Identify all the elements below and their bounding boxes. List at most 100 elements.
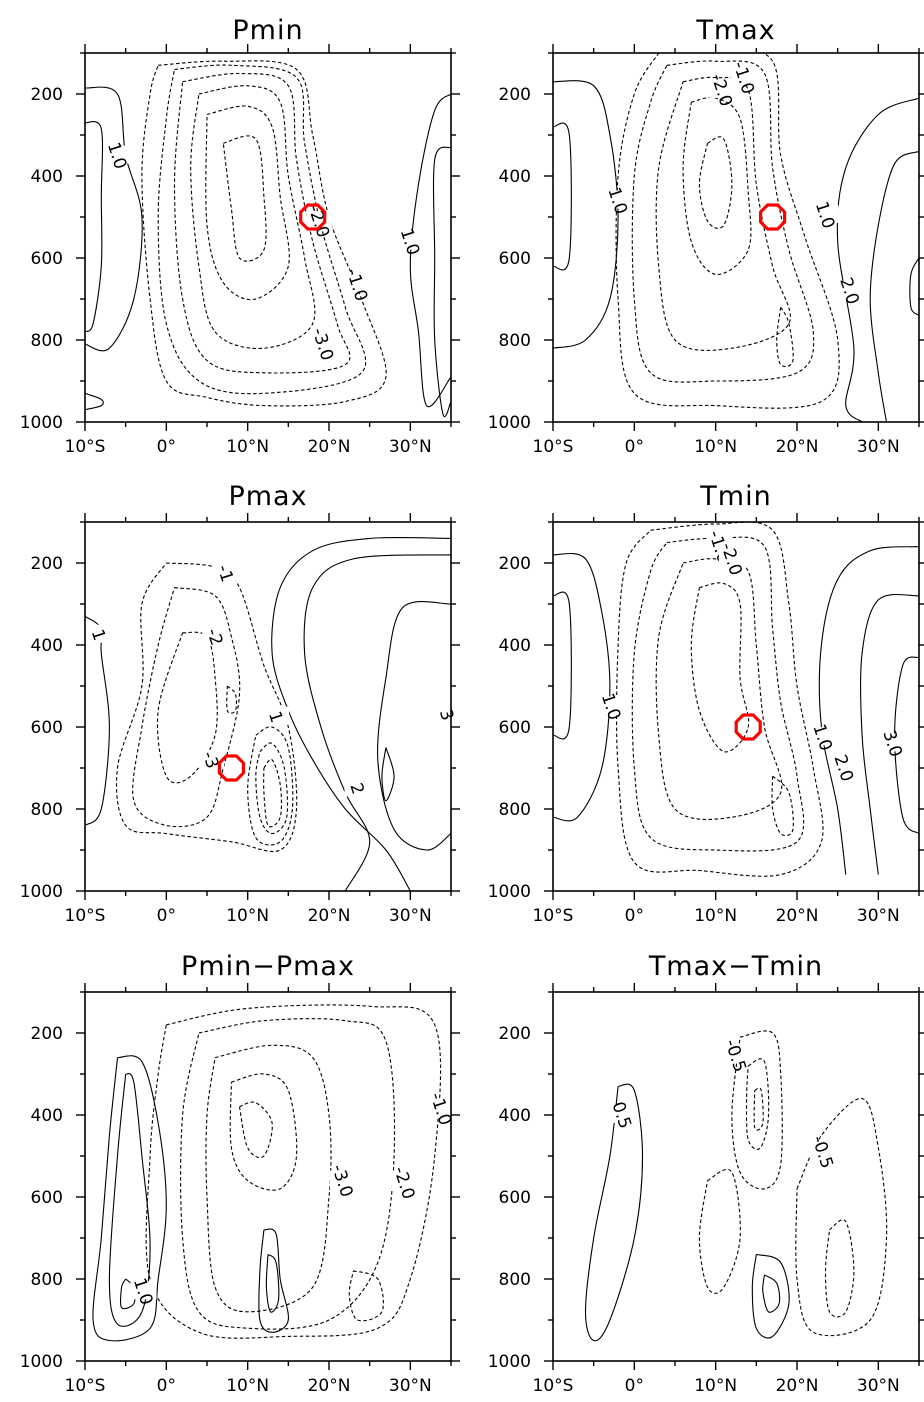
contour-label: 2.0 bbox=[835, 275, 862, 307]
contour-line-positive bbox=[381, 747, 395, 802]
panel-title: Pmax bbox=[228, 481, 307, 512]
y-tick-label: 1000 bbox=[20, 413, 63, 433]
contour-line-negative bbox=[263, 758, 283, 828]
panel-title: Tmax−Tmin bbox=[648, 951, 823, 982]
contour-line-negative bbox=[631, 536, 805, 852]
contour-line-negative bbox=[229, 1073, 298, 1191]
contour-line-positive bbox=[108, 1072, 151, 1327]
panel-title: Pmin−Pmax bbox=[181, 951, 355, 982]
location-marker bbox=[299, 203, 327, 231]
contour-line-positive bbox=[818, 546, 919, 875]
contour-label: -2 bbox=[202, 626, 226, 648]
contour-label: 0.5 bbox=[607, 1099, 634, 1131]
contour-line-negative bbox=[615, 53, 840, 409]
y-tick-label: 800 bbox=[31, 1270, 63, 1290]
x-tick-label: 30°N bbox=[389, 437, 432, 457]
contour-line-positive bbox=[869, 150, 919, 422]
contour-line-negative bbox=[690, 582, 750, 753]
y-tick-label: 400 bbox=[31, 167, 63, 187]
plot-frame bbox=[552, 521, 920, 892]
y-tick-label: 200 bbox=[31, 554, 63, 574]
y-tick-label: 600 bbox=[31, 718, 63, 738]
y-tick-label: 200 bbox=[499, 1024, 531, 1044]
contour-label: 1.0 bbox=[103, 140, 130, 172]
contour-line-positive bbox=[836, 97, 919, 422]
contour-line-positive bbox=[909, 257, 919, 316]
y-tick-label: 1000 bbox=[488, 882, 531, 902]
contour-lines bbox=[553, 522, 919, 877]
contour-line-negative bbox=[141, 60, 387, 407]
x-tick-label: 0° bbox=[157, 906, 176, 926]
x-tick-label: 0° bbox=[625, 437, 644, 457]
x-tick-label: 20°N bbox=[308, 906, 351, 926]
x-tick-label: 0° bbox=[157, 437, 176, 457]
contour-line-negative bbox=[753, 1087, 764, 1131]
y-tick-label: 400 bbox=[499, 167, 531, 187]
y-tick-label: 800 bbox=[499, 800, 531, 820]
x-tick-label: 30°N bbox=[389, 1376, 432, 1396]
x-tick-label: 10°N bbox=[694, 1376, 737, 1396]
x-tick-label: 10°N bbox=[694, 906, 737, 926]
panel-tmin: Tmin-1.0-2.01.01.02.03.010°S 0° 10°N 20°N 30… bbox=[488, 481, 924, 926]
plot-frame bbox=[552, 991, 920, 1362]
contour-label: -0.5 bbox=[807, 1133, 836, 1171]
contour-line-negative bbox=[238, 1101, 273, 1159]
contour-line-negative bbox=[655, 76, 791, 351]
contour-line-positive bbox=[85, 615, 110, 826]
contour-line-negative bbox=[745, 1058, 770, 1150]
x-tick-label: 10°N bbox=[226, 1376, 269, 1396]
y-tick-label: 800 bbox=[31, 331, 63, 351]
y-tick-label: 400 bbox=[31, 1106, 63, 1126]
contour-line-positive bbox=[265, 1253, 280, 1313]
contour-label: -2.0 bbox=[389, 1164, 418, 1202]
plot-frame bbox=[84, 52, 452, 423]
x-tick-label: 10°S bbox=[65, 437, 106, 457]
y-tick-label: 1000 bbox=[20, 882, 63, 902]
contour-line-negative bbox=[247, 726, 294, 846]
panel-pmin-minus-pmax: Pmin−Pmax-1.0-3.0 -2.01.010°S 0° 10°N 20°N 30… bbox=[20, 951, 460, 1396]
y-tick-label: 1000 bbox=[20, 1352, 63, 1372]
contour-line-positive bbox=[409, 93, 451, 408]
y-tick-label: 800 bbox=[31, 800, 63, 820]
y-tick-label: 600 bbox=[499, 718, 531, 738]
x-tick-label: 10°S bbox=[65, 906, 106, 926]
location-marker bbox=[734, 713, 762, 741]
contour-label: 1.0 bbox=[808, 722, 835, 754]
y-tick-label: 600 bbox=[31, 1188, 63, 1208]
contour-label: 1.0 bbox=[129, 1276, 156, 1308]
panel-title: Pmin bbox=[232, 15, 303, 46]
y-tick-label: 200 bbox=[499, 554, 531, 574]
x-tick-label: 10°N bbox=[694, 437, 737, 457]
contour-line-negative bbox=[655, 558, 783, 820]
contour-line-negative bbox=[205, 105, 290, 301]
contour-line-negative bbox=[173, 72, 351, 374]
plot-frame bbox=[84, 521, 452, 892]
contour-line-positive bbox=[553, 80, 619, 349]
contour-line-negative bbox=[226, 685, 238, 714]
contour-lines bbox=[584, 1030, 888, 1342]
y-tick-label: 1000 bbox=[488, 413, 531, 433]
x-tick-label: 30°N bbox=[857, 1376, 900, 1396]
contour-line-negative bbox=[731, 1030, 783, 1190]
contour-line-positive bbox=[553, 552, 611, 822]
contour-line-positive bbox=[859, 593, 919, 875]
contour-line-positive bbox=[85, 121, 104, 333]
contour-line-negative bbox=[698, 1168, 741, 1294]
contour-label: 2.0 bbox=[830, 752, 857, 784]
x-tick-label: 30°N bbox=[389, 906, 432, 926]
contour-line-positive bbox=[377, 601, 451, 851]
contour-line-positive bbox=[762, 1274, 781, 1313]
x-tick-label: 20°N bbox=[308, 1376, 351, 1396]
contour-label: -3 bbox=[198, 749, 222, 771]
contour-line-negative bbox=[190, 85, 316, 350]
contour-line-negative bbox=[222, 135, 267, 262]
contour-line-negative bbox=[776, 306, 794, 368]
x-tick-label: 20°N bbox=[776, 1376, 819, 1396]
contour-line-negative bbox=[115, 562, 298, 852]
panel-title: Tmax bbox=[695, 15, 775, 46]
contour-label: 1.0 bbox=[811, 199, 838, 231]
contour-line-positive bbox=[303, 554, 451, 891]
contour-line-positive bbox=[432, 146, 451, 418]
